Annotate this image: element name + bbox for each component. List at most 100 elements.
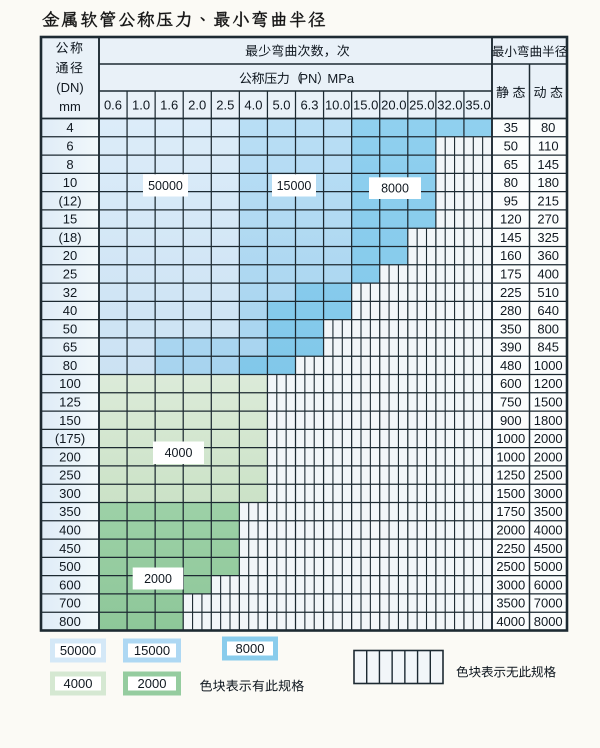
svg-text:800: 800 (59, 614, 81, 629)
svg-text:4000: 4000 (64, 676, 93, 691)
svg-text:100: 100 (59, 376, 81, 391)
svg-text:1000: 1000 (496, 431, 525, 446)
svg-text:270: 270 (537, 212, 559, 227)
svg-text:1800: 1800 (534, 413, 563, 428)
svg-text:50000: 50000 (60, 643, 96, 658)
svg-text:500: 500 (59, 559, 81, 574)
svg-text:2000: 2000 (144, 572, 172, 586)
svg-text:145: 145 (500, 230, 522, 245)
svg-text:80: 80 (541, 120, 555, 135)
svg-text:MPa: MPa (327, 71, 355, 86)
svg-text:200: 200 (59, 449, 81, 464)
svg-text:15: 15 (63, 212, 77, 227)
svg-text:4000: 4000 (496, 614, 525, 629)
svg-text:25: 25 (63, 267, 77, 282)
svg-text:450: 450 (59, 541, 81, 556)
svg-text:50: 50 (504, 139, 518, 154)
svg-text:0.6: 0.6 (104, 98, 122, 113)
svg-text:7000: 7000 (534, 596, 563, 611)
svg-text:2.0: 2.0 (188, 98, 206, 113)
svg-text:40: 40 (63, 303, 77, 318)
svg-text:1500: 1500 (496, 486, 525, 501)
svg-text:1.6: 1.6 (160, 98, 178, 113)
svg-text:2500: 2500 (534, 468, 563, 483)
svg-text:120: 120 (500, 212, 522, 227)
svg-text:1750: 1750 (496, 504, 525, 519)
svg-text:400: 400 (537, 267, 559, 282)
svg-text:15000: 15000 (277, 179, 312, 193)
svg-text:4500: 4500 (534, 541, 563, 556)
svg-text:4: 4 (66, 120, 73, 135)
svg-text:mm: mm (59, 99, 81, 114)
svg-text:750: 750 (500, 395, 522, 410)
svg-text:6000: 6000 (534, 577, 563, 592)
svg-text:110: 110 (538, 139, 559, 154)
svg-text:325: 325 (537, 230, 559, 245)
svg-text:600: 600 (500, 376, 522, 391)
svg-text:3500: 3500 (534, 504, 563, 519)
svg-text:2.5: 2.5 (216, 98, 234, 113)
svg-text:390: 390 (500, 340, 522, 355)
svg-text:510: 510 (537, 285, 559, 300)
svg-text:8000: 8000 (534, 614, 563, 629)
svg-text:300: 300 (59, 486, 81, 501)
svg-text:80: 80 (504, 175, 518, 190)
svg-text:215: 215 (537, 193, 559, 208)
svg-text:20.0: 20.0 (381, 98, 406, 113)
svg-text:3000: 3000 (534, 486, 563, 501)
svg-text:32: 32 (63, 285, 77, 300)
svg-text:8000: 8000 (236, 641, 265, 656)
svg-text:2000: 2000 (534, 431, 563, 446)
svg-text:(18): (18) (58, 230, 81, 245)
svg-text:50: 50 (63, 321, 77, 336)
svg-text:125: 125 (59, 395, 81, 410)
svg-text:900: 900 (500, 413, 522, 428)
svg-text:1200: 1200 (534, 376, 563, 391)
svg-text:2250: 2250 (496, 541, 525, 556)
svg-text:(175): (175) (55, 431, 85, 446)
svg-text:700: 700 (59, 596, 81, 611)
svg-text:2000: 2000 (534, 449, 563, 464)
svg-text:1000: 1000 (534, 358, 563, 373)
svg-text:4000: 4000 (165, 446, 193, 460)
svg-text:8: 8 (66, 157, 73, 172)
svg-text:1250: 1250 (496, 468, 525, 483)
svg-text:3500: 3500 (496, 596, 525, 611)
svg-text:2000: 2000 (138, 676, 167, 691)
svg-text:20: 20 (63, 248, 77, 263)
svg-text:15.0: 15.0 (353, 98, 378, 113)
svg-text:10.0: 10.0 (325, 98, 350, 113)
svg-text:225: 225 (500, 285, 522, 300)
svg-text:600: 600 (59, 577, 81, 592)
svg-text:1000: 1000 (496, 449, 525, 464)
svg-text:25.0: 25.0 (409, 98, 434, 113)
svg-text:35.0: 35.0 (465, 98, 490, 113)
svg-text:2000: 2000 (496, 523, 525, 538)
svg-text:350: 350 (59, 504, 81, 519)
svg-text:640: 640 (537, 303, 559, 318)
svg-text:360: 360 (537, 248, 559, 263)
svg-text:150: 150 (59, 413, 81, 428)
svg-text:(DN): (DN) (56, 80, 83, 95)
svg-text:35: 35 (504, 120, 518, 135)
svg-text:5000: 5000 (534, 559, 563, 574)
svg-text:PN: PN (299, 71, 317, 86)
svg-text:15000: 15000 (134, 643, 170, 658)
svg-text:4000: 4000 (534, 523, 563, 538)
svg-text:845: 845 (537, 340, 559, 355)
svg-text:145: 145 (537, 157, 559, 172)
svg-text:175: 175 (500, 267, 522, 282)
svg-text:65: 65 (63, 340, 77, 355)
svg-text:(12): (12) (58, 193, 81, 208)
svg-text:1.0: 1.0 (132, 98, 150, 113)
svg-text:10: 10 (63, 175, 77, 190)
svg-text:3000: 3000 (496, 577, 525, 592)
svg-text:6: 6 (66, 139, 73, 154)
svg-text:160: 160 (500, 248, 522, 263)
svg-text:250: 250 (59, 468, 81, 483)
svg-text:5.0: 5.0 (272, 98, 290, 113)
svg-text:2500: 2500 (496, 559, 525, 574)
svg-text:800: 800 (537, 321, 559, 336)
svg-text:350: 350 (500, 321, 522, 336)
svg-text:4.0: 4.0 (244, 98, 262, 113)
